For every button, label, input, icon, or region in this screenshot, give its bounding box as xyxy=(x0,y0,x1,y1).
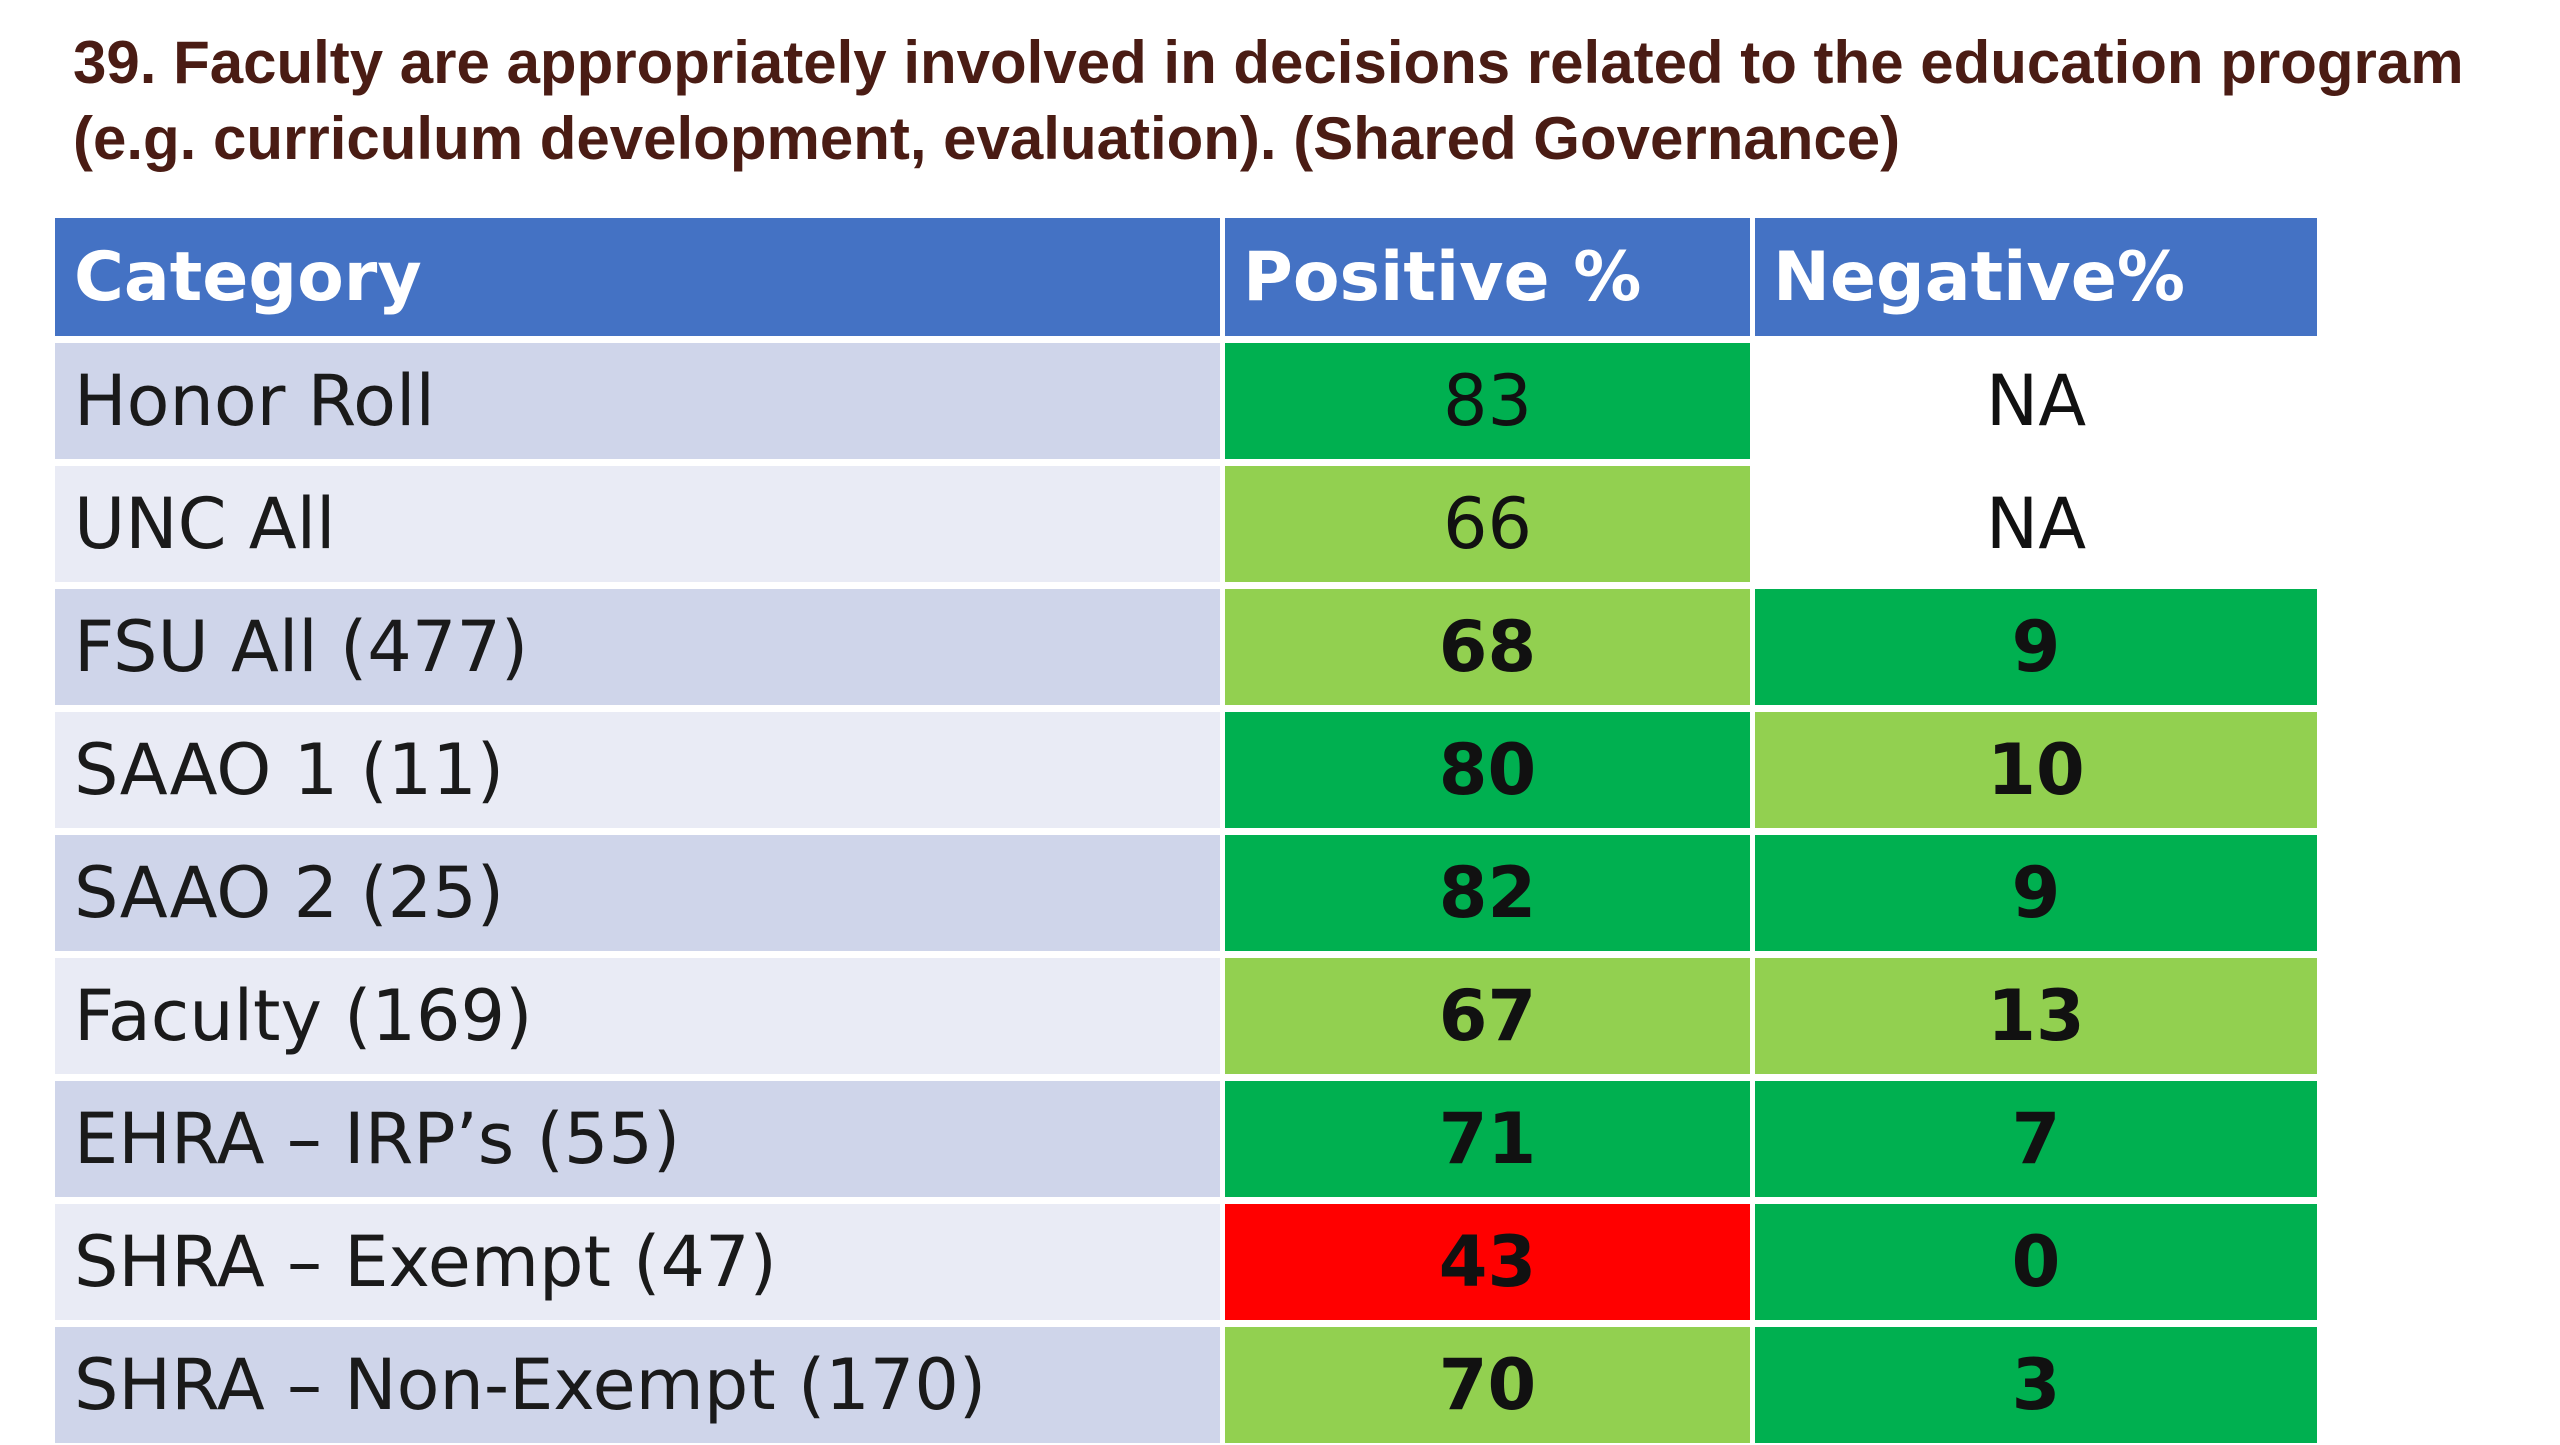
negative-value-cell: 13 xyxy=(1755,958,2317,1074)
negative-value-cell: 7 xyxy=(1755,1081,2317,1197)
positive-value-cell: 66 xyxy=(1225,466,1750,582)
question-title: 39. Faculty are appropriately involved i… xyxy=(73,29,2464,172)
positive-value-cell: 83 xyxy=(1225,343,1750,459)
category-cell: Faculty (169) xyxy=(55,958,1220,1074)
table-row: SHRA – Non-Exempt (170) 70 3 xyxy=(55,1327,2317,1443)
category-cell: SAAO 1 (11) xyxy=(55,712,1220,828)
positive-value-cell: 43 xyxy=(1225,1204,1750,1320)
category-cell: SHRA – Exempt (47) xyxy=(55,1204,1220,1320)
negative-value-cell: 3 xyxy=(1755,1327,2317,1443)
table-row: SAAO 1 (11) 80 10 xyxy=(55,712,2317,828)
negative-value-cell: NA xyxy=(1755,466,2317,582)
table-row: SAAO 2 (25) 82 9 xyxy=(55,835,2317,951)
table-row: Honor Roll 83 NA xyxy=(55,343,2317,459)
negative-value-cell: 9 xyxy=(1755,835,2317,951)
positive-value-cell: 71 xyxy=(1225,1081,1750,1197)
negative-value-cell: NA xyxy=(1755,343,2317,459)
category-cell: Honor Roll xyxy=(55,343,1220,459)
category-cell: FSU All (477) xyxy=(55,589,1220,705)
table-row: EHRA – IRP’s (55) 71 7 xyxy=(55,1081,2317,1197)
positive-value-cell: 67 xyxy=(1225,958,1750,1074)
header-positive: Positive % xyxy=(1225,218,1750,336)
category-cell: UNC All xyxy=(55,466,1220,582)
results-table: Category Positive % Negative% Honor Roll… xyxy=(55,218,2317,1445)
category-cell: SAAO 2 (25) xyxy=(55,835,1220,951)
positive-value-cell: 82 xyxy=(1225,835,1750,951)
category-cell: EHRA – IRP’s (55) xyxy=(55,1081,1220,1197)
negative-value-cell: 0 xyxy=(1755,1204,2317,1320)
header-negative: Negative% xyxy=(1755,218,2317,336)
category-cell: SHRA – Non-Exempt (170) xyxy=(55,1327,1220,1443)
table-row: UNC All 66 NA xyxy=(55,466,2317,582)
negative-value-cell: 10 xyxy=(1755,712,2317,828)
table-row: Faculty (169) 67 13 xyxy=(55,958,2317,1074)
positive-value-cell: 70 xyxy=(1225,1327,1750,1443)
positive-value-cell: 68 xyxy=(1225,589,1750,705)
negative-value-cell: 9 xyxy=(1755,589,2317,705)
positive-value-cell: 80 xyxy=(1225,712,1750,828)
table-row: SHRA – Exempt (47) 43 0 xyxy=(55,1204,2317,1320)
header-category: Category xyxy=(55,218,1220,336)
table-row: FSU All (477) 68 9 xyxy=(55,589,2317,705)
table-header-row: Category Positive % Negative% xyxy=(55,218,2317,336)
